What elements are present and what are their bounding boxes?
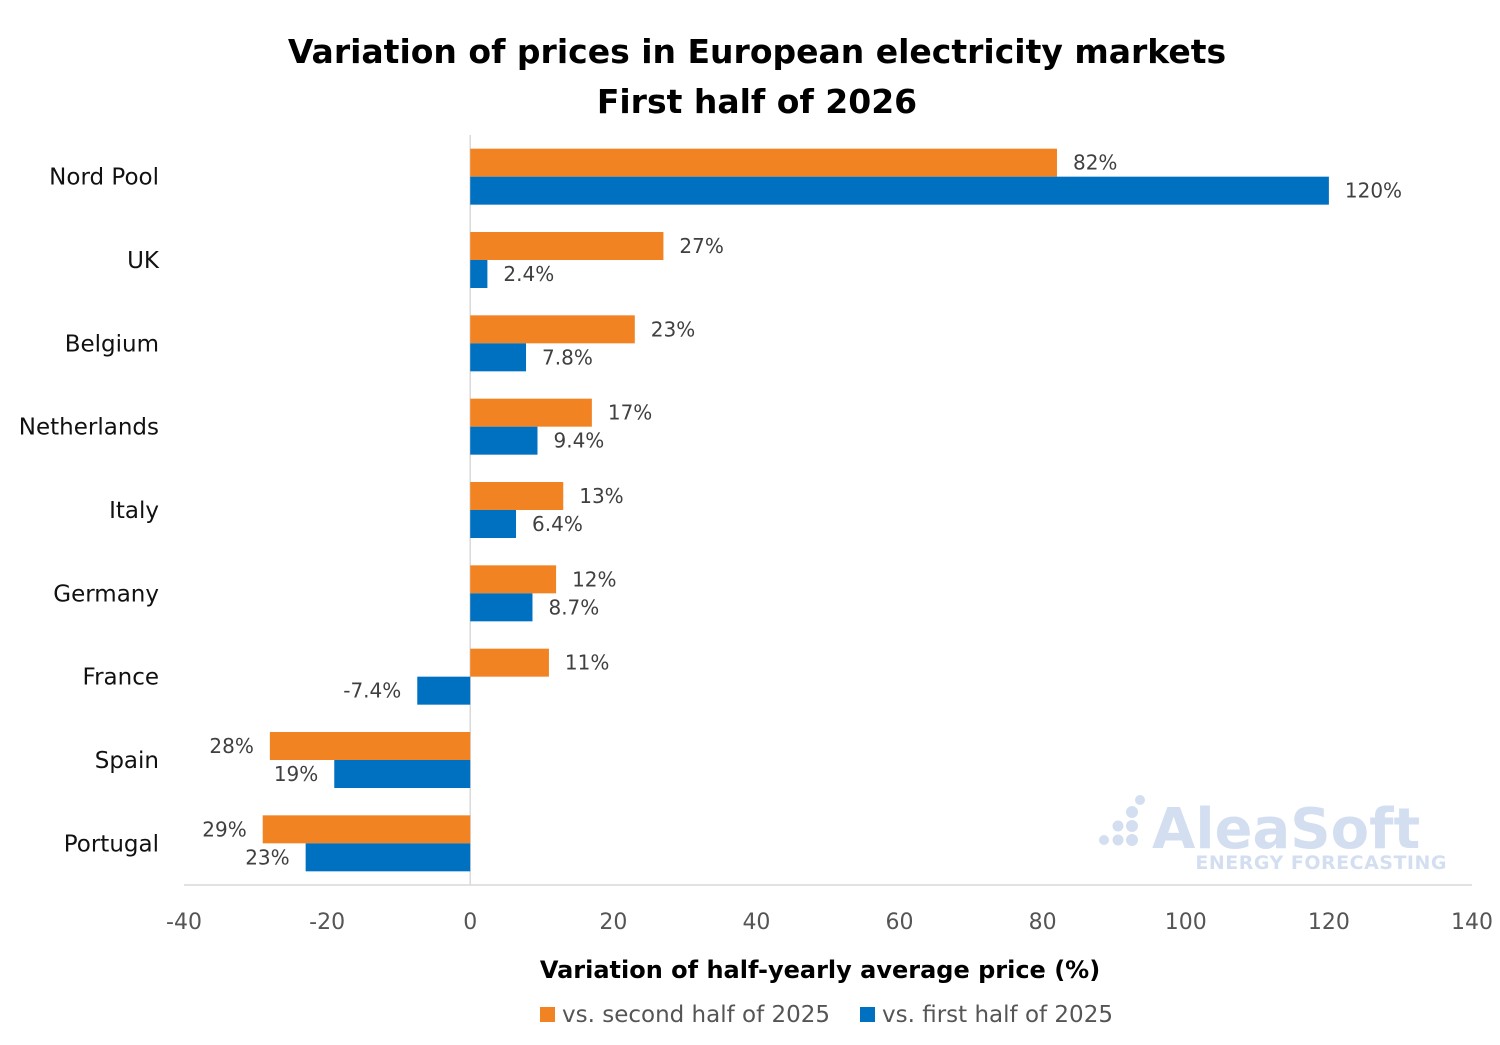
data-label: 23% — [245, 845, 289, 869]
bar-second-half-2025 — [470, 398, 592, 427]
data-label: 8.7% — [548, 595, 599, 619]
category-label: Nord Pool — [49, 165, 159, 191]
x-tick-label: 0 — [463, 910, 477, 935]
x-tick-label: -40 — [166, 910, 202, 935]
data-label: 28% — [209, 734, 253, 758]
bar-second-half-2025 — [470, 315, 635, 344]
x-tick-label: 100 — [1165, 910, 1207, 935]
x-tick-label: 20 — [599, 910, 627, 935]
data-label: 120% — [1345, 179, 1402, 203]
data-label: 7.8% — [542, 345, 593, 369]
bar-first-half-2025 — [470, 343, 527, 372]
data-label: 2.4% — [503, 262, 554, 286]
legend-swatch — [860, 1007, 875, 1022]
data-label: 6.4% — [532, 512, 583, 536]
category-label: Germany — [53, 581, 159, 607]
logo-dot — [1135, 795, 1145, 805]
data-label: 29% — [202, 817, 246, 841]
data-label: 82% — [1073, 151, 1117, 175]
legend: vs. second half of 2025 vs. first half of… — [540, 1002, 1113, 1028]
watermark-brand: AleaSoft — [1152, 797, 1420, 862]
data-label: 13% — [579, 484, 623, 508]
category-label: Italy — [109, 498, 159, 524]
legend-label: vs. first half of 2025 — [882, 1002, 1113, 1028]
legend-swatch — [540, 1007, 555, 1022]
data-label: 12% — [572, 567, 616, 591]
data-label: -7.4% — [343, 679, 401, 703]
legend-label: vs. second half of 2025 — [562, 1002, 830, 1028]
bar-second-half-2025 — [470, 148, 1057, 177]
data-label: 19% — [274, 762, 318, 786]
data-label: 23% — [651, 317, 695, 341]
bar-second-half-2025 — [262, 815, 471, 844]
x-tick-label: -20 — [309, 910, 345, 935]
bar-first-half-2025 — [305, 843, 471, 872]
x-tick-label: 140 — [1451, 910, 1493, 935]
bar-first-half-2025 — [470, 593, 533, 622]
logo-dot — [1126, 834, 1138, 846]
bar-first-half-2025 — [334, 760, 471, 788]
category-label: Portugal — [64, 831, 159, 857]
bar-first-half-2025 — [470, 510, 517, 538]
data-label: 27% — [679, 234, 723, 258]
logo-dot — [1126, 820, 1138, 832]
category-label: Netherlands — [19, 415, 159, 441]
bar-second-half-2025 — [470, 648, 549, 677]
bar-first-half-2025 — [417, 676, 471, 705]
bar-first-half-2025 — [470, 260, 488, 288]
logo-dot — [1099, 835, 1109, 845]
logo-dot — [1112, 820, 1124, 832]
watermark-logo: AleaSoft ENERGY FORECASTING — [1099, 795, 1447, 874]
bar-first-half-2025 — [470, 426, 538, 455]
x-axis-title: Variation of half-yearly average price (… — [540, 956, 1100, 984]
x-tick-label: 120 — [1308, 910, 1350, 935]
bar-second-half-2025 — [470, 232, 664, 260]
x-tick-label: 40 — [742, 910, 770, 935]
category-label: UK — [127, 248, 160, 274]
data-label: 17% — [608, 401, 652, 425]
category-label: France — [83, 665, 159, 691]
chart-title: Variation of prices in European electric… — [288, 32, 1226, 71]
x-tick-label: 80 — [1029, 910, 1057, 935]
watermark-tagline: ENERGY FORECASTING — [1195, 852, 1447, 874]
logo-dot — [1112, 834, 1124, 846]
bar-first-half-2025 — [470, 176, 1329, 205]
bar-second-half-2025 — [269, 732, 471, 760]
plot-area: -40 -20 0 20 40 60 80 100 120 140 Nord Pool 82% 120%… — [19, 135, 1493, 935]
bar-second-half-2025 — [470, 565, 557, 594]
data-label: 9.4% — [553, 429, 604, 453]
category-label: Belgium — [65, 331, 159, 357]
bar-second-half-2025 — [470, 482, 564, 510]
category-label: Spain — [95, 748, 159, 774]
data-label: 11% — [565, 651, 609, 675]
chart-subtitle: First half of 2026 — [597, 82, 917, 121]
x-tick-label: 60 — [886, 910, 914, 935]
logo-dot — [1126, 806, 1138, 818]
